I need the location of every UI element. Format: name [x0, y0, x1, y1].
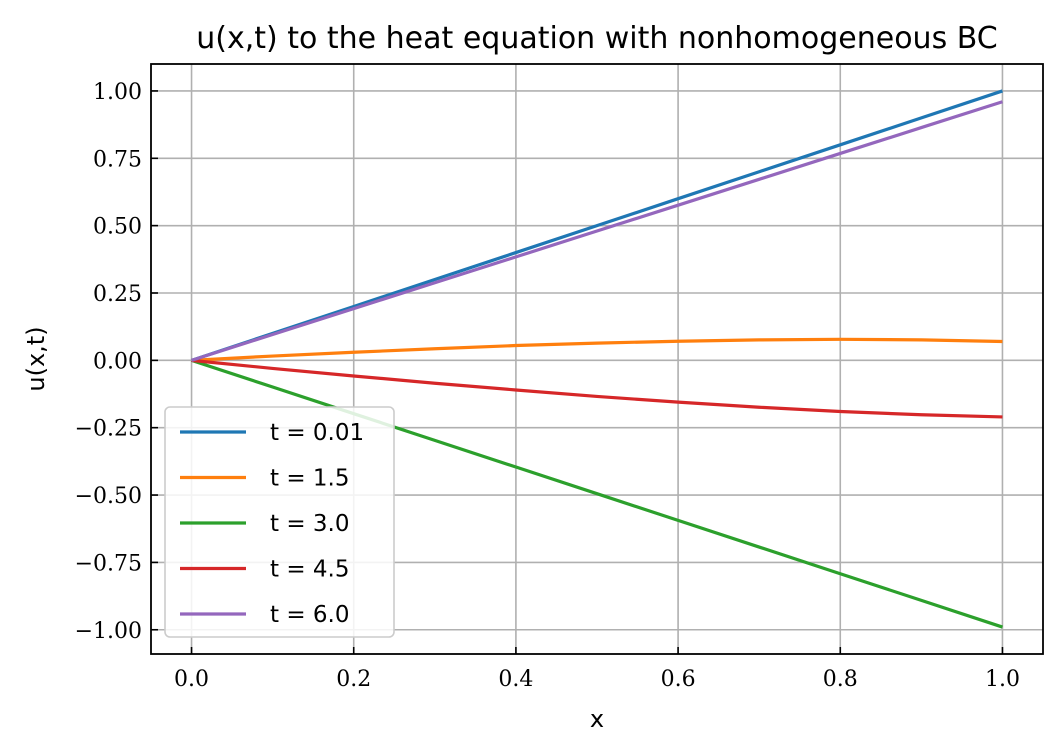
series-line-3	[191, 358, 1003, 629]
x-tick-label: 0.8	[823, 667, 858, 692]
y-tick-label: 0.25	[93, 282, 142, 307]
y-tick-label: −0.75	[75, 551, 142, 576]
x-tick-label: 0.0	[174, 667, 209, 692]
x-tick-label: 0.6	[661, 667, 696, 692]
series-lines	[191, 89, 1003, 629]
y-tick-label: 0.00	[93, 349, 142, 374]
y-tick-label: −1.00	[75, 619, 142, 644]
x-tick-label: 1.0	[985, 667, 1020, 692]
x-tick-label: 0.4	[498, 667, 533, 692]
y-tick-label: 1.00	[93, 80, 142, 105]
chart-title: u(x,t) to the heat equation with nonhomo…	[196, 21, 998, 56]
y-axis-label: u(x,t)	[22, 326, 50, 391]
legend-box	[164, 406, 395, 638]
legend-label: t = 6.0	[270, 602, 350, 628]
series-line-2	[191, 337, 1003, 362]
axis-ticks: 0.0 0.2 0.4 0.6 0.8 1.0 1.00 0.75 0.50 0.25 0.00 −0…	[75, 80, 1020, 692]
series-line-1	[191, 89, 1003, 362]
legend-label: t = 0.01	[270, 420, 364, 446]
plot-frame	[150, 63, 1044, 655]
y-tick-label: −0.50	[75, 484, 142, 509]
y-tick-label: −0.25	[75, 417, 142, 442]
series-line-5	[191, 100, 1003, 362]
y-tick-label: 0.50	[93, 215, 142, 240]
series-line-4	[191, 358, 1003, 419]
legend-label: t = 3.0	[270, 511, 350, 537]
x-tick-label: 0.2	[336, 667, 371, 692]
legend-label: t = 4.5	[270, 557, 350, 583]
x-axis-label: x	[590, 705, 604, 733]
legend: t = 0.01 t = 1.5 t = 3.0 t = 4.5 t = 6.0	[164, 406, 395, 638]
legend-label: t = 1.5	[270, 466, 350, 492]
y-tick-label: 0.75	[93, 147, 142, 172]
